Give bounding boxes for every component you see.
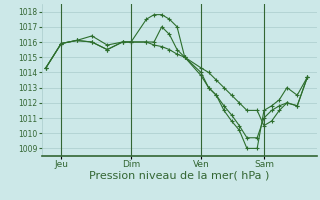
X-axis label: Pression niveau de la mer( hPa ): Pression niveau de la mer( hPa ) — [89, 171, 269, 181]
